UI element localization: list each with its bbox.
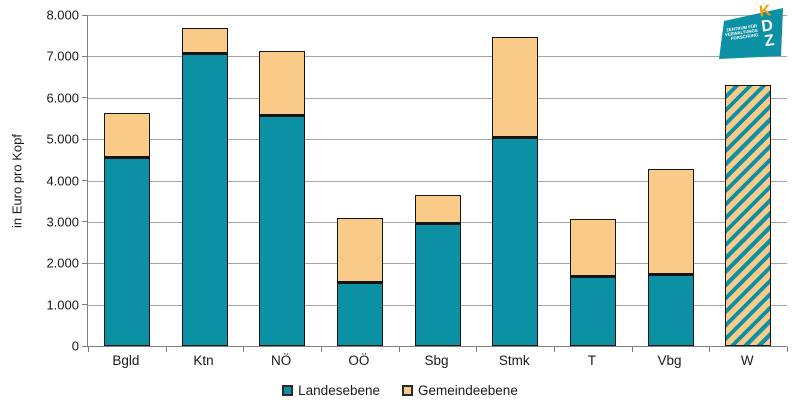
x-tick-mark [243,347,245,352]
x-axis-label: Vbg [657,353,682,368]
bar-T [569,15,616,346]
x-tick-mark [554,347,555,352]
y-tick-label: 0 [71,338,79,354]
kdz-logo: ZENTRUM FÜR VERWALTUNGS FORSCHUNG K D Z [719,2,783,59]
kdz-logo-letter-d: D [760,17,774,35]
x-axis-label: Stmk [498,353,530,368]
bar-Stmk [492,15,539,346]
bar-slot [709,15,787,346]
x-tick-mark [787,347,788,352]
x-axis-labels: Bgld Ktn NÖ OÖ Sbg Stmk T Vbg W [87,353,786,368]
kdz-logo-letter-k: K [758,2,772,21]
y-tick-label: 2.000 [46,255,79,271]
bar-Ktn [181,15,228,346]
bar-slot [632,15,710,346]
x-tick-mark [631,347,633,352]
bar-segment-landesebene [492,137,539,346]
gridline [88,180,787,182]
bar-segment-combined-hatched [725,85,772,346]
bar-segment-gemeindeebene [492,37,539,138]
y-tick-mark [82,262,87,264]
x-tick-mark [165,347,167,352]
y-tick-label: 1.000 [46,297,79,313]
bar-segment-landesebene [569,276,616,346]
y-tick-mark [82,304,87,306]
legend-swatch [282,385,294,396]
kdz-logo-line1: ZENTRUM FÜR [726,23,758,32]
x-tick-mark [321,347,322,352]
bar-segment-landesebene [414,224,461,346]
kdz-logo-line2: VERWALTUNGS [725,28,759,38]
legend-swatch [402,385,413,396]
legend-label: Landesebene [298,383,380,398]
bar-slot [166,15,244,346]
y-tick-label: 7.000 [46,48,79,64]
legend-item: Gemeindeebene [402,383,518,398]
bar-segment-landesebene [259,115,306,346]
x-axis-label: NÖ [271,353,292,368]
bar-segment-gemeindeebene [647,168,694,275]
kdz-logo-letter-org: FORSCHUNG [731,32,760,41]
bar-segment-gemeindeebene [181,27,228,54]
legend-item: Landesebene [282,383,380,398]
x-tick-mark [476,347,478,352]
legend-label: Gemeindeebene [418,383,518,398]
x-tick-mark [88,347,89,352]
x-tick-mark [398,347,400,352]
bar-segment-gemeindeebene [103,113,150,158]
bar-slot [476,15,554,346]
y-axis-title: in Euro pro Kopf [9,134,25,228]
bar-segment-gemeindeebene [569,219,616,277]
bars-layer [88,15,787,346]
legend: Landesebene Gemeindeebene [0,383,800,398]
y-tick-mark [82,221,87,223]
bar-Sbg [414,15,461,346]
y-tick-label: 8.000 [46,7,79,23]
x-axis-label: Bgld [112,353,140,368]
x-axis-label: Ktn [193,353,214,368]
y-tick-mark [82,180,87,181]
gridline [88,139,787,141]
bar-slot [243,15,321,346]
y-tick-mark [82,55,87,57]
bar-slot [399,15,477,346]
bar-slot [554,15,632,346]
y-tick-label: 4.000 [46,173,79,188]
bar-segment-gemeindeebene [336,217,383,283]
bar-segment-gemeindeebene [414,194,461,225]
kdz-logo-text-group: ZENTRUM FÜR VERWALTUNGS FORSCHUNG K D Z [725,2,776,50]
y-tick-label: 5.000 [46,131,79,147]
bar-W [725,15,772,346]
x-axis-label: OÖ [348,353,370,368]
x-axis-label: T [587,353,596,368]
gridline [88,15,787,16]
y-tick-label: 3.000 [46,214,79,230]
bar-slot [321,15,399,346]
kdz-logo-shape [719,8,783,59]
y-tick-label: 6.000 [46,90,79,106]
y-tick-mark [82,138,87,140]
gridline [88,97,787,99]
x-axis-label: Sbg [424,353,449,368]
bar-slot [88,15,166,346]
bar-OÖ [336,15,383,346]
bar-NÖ [259,15,306,346]
y-tick-mark [82,14,87,16]
bar-Vbg [647,15,694,346]
bar-segment-landesebene [336,282,383,346]
y-tick-mark [82,345,87,347]
bar-segment-gemeindeebene [259,50,306,116]
plot-area: 0 1.000 2.000 3.000 4.000 5.000 6.000 7.000 8.00… [46,8,788,354]
gridline [88,56,787,58]
kdz-logo-letter-z: Z [763,32,775,50]
bar-segment-landesebene [181,53,228,346]
y-tick-mark [82,97,87,99]
bar-segment-landesebene [103,157,150,346]
x-tick-mark [709,347,711,352]
bar-Bgld [103,15,150,346]
bar-segment-landesebene [647,274,694,346]
x-axis-label: W [740,353,754,368]
